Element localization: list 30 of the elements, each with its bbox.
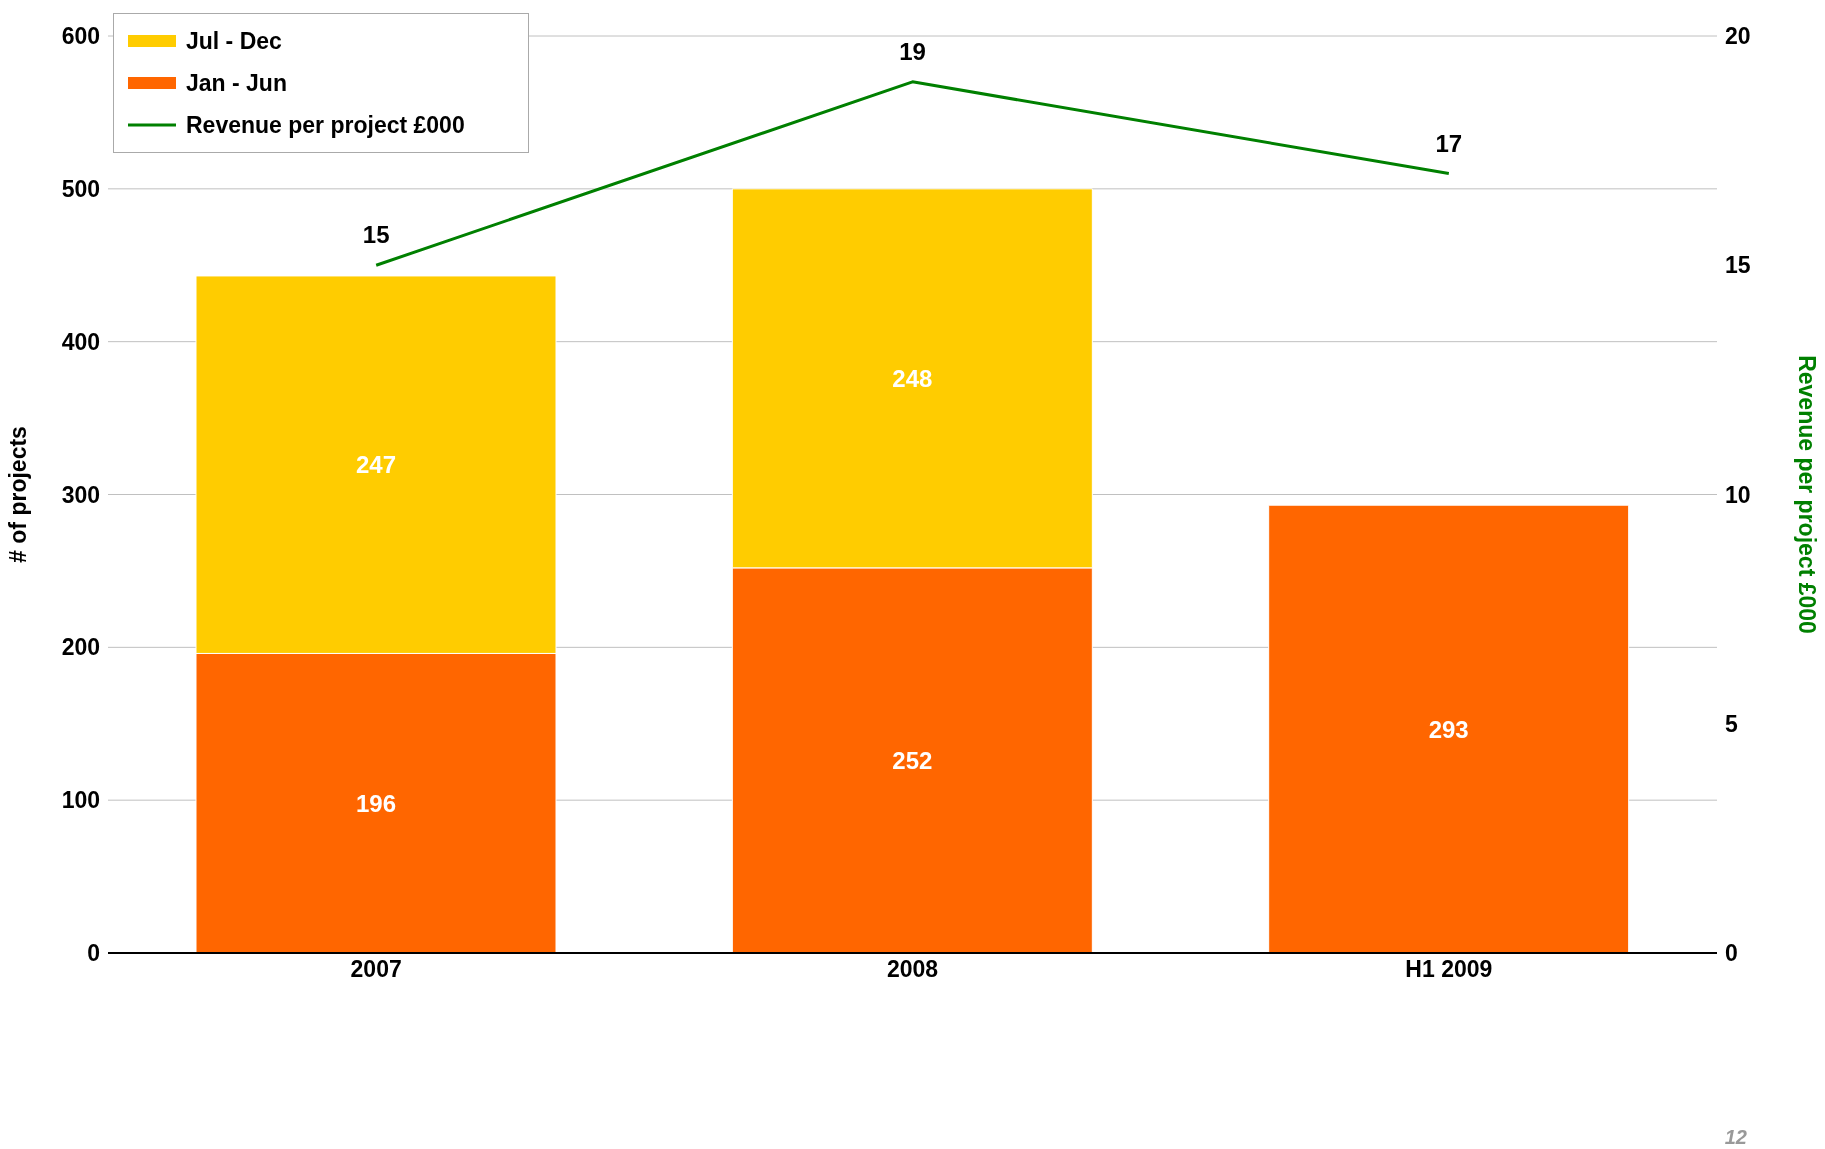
data-label: 17 bbox=[1435, 129, 1463, 157]
y-tick-label: 300 bbox=[61, 481, 100, 508]
y2-axis-title: Revenue per project £000 bbox=[1793, 355, 1820, 634]
legend-label: Revenue per project £000 bbox=[186, 111, 465, 139]
data-label: 19 bbox=[899, 37, 926, 65]
data-label: 247 bbox=[355, 451, 397, 479]
y2-tick-label: 10 bbox=[1725, 481, 1751, 508]
data-label: 15 bbox=[362, 221, 390, 249]
y-tick-label: 0 bbox=[87, 940, 100, 967]
text: 12 bbox=[1724, 1126, 1747, 1149]
y2-tick-label: 15 bbox=[1725, 252, 1751, 279]
bar bbox=[1268, 504, 1630, 953]
data-label: 196 bbox=[355, 789, 397, 817]
data-label: 293 bbox=[1428, 715, 1469, 743]
legend-label: Jul - Dec bbox=[186, 27, 282, 55]
y2-tick-label: 0 bbox=[1725, 940, 1738, 967]
y2-tick-label: 20 bbox=[1725, 23, 1751, 50]
y-tick-label: 400 bbox=[61, 328, 100, 355]
y-tick-label: 600 bbox=[61, 23, 100, 50]
x-tick-label: H1 2009 bbox=[1405, 956, 1493, 983]
y2-tick-label: 5 bbox=[1725, 710, 1738, 737]
y-axis-title: # of projects bbox=[5, 426, 32, 563]
x-tick-label: 2008 bbox=[886, 956, 939, 983]
data-label: 248 bbox=[892, 364, 933, 392]
legend-label: Jan - Jun bbox=[186, 69, 287, 97]
y-tick-label: 200 bbox=[61, 634, 100, 661]
y-tick-label: 100 bbox=[61, 787, 100, 814]
y-tick-label: 500 bbox=[61, 176, 100, 202]
x-tick-label: 2007 bbox=[350, 956, 402, 983]
data-label: 252 bbox=[892, 746, 933, 774]
